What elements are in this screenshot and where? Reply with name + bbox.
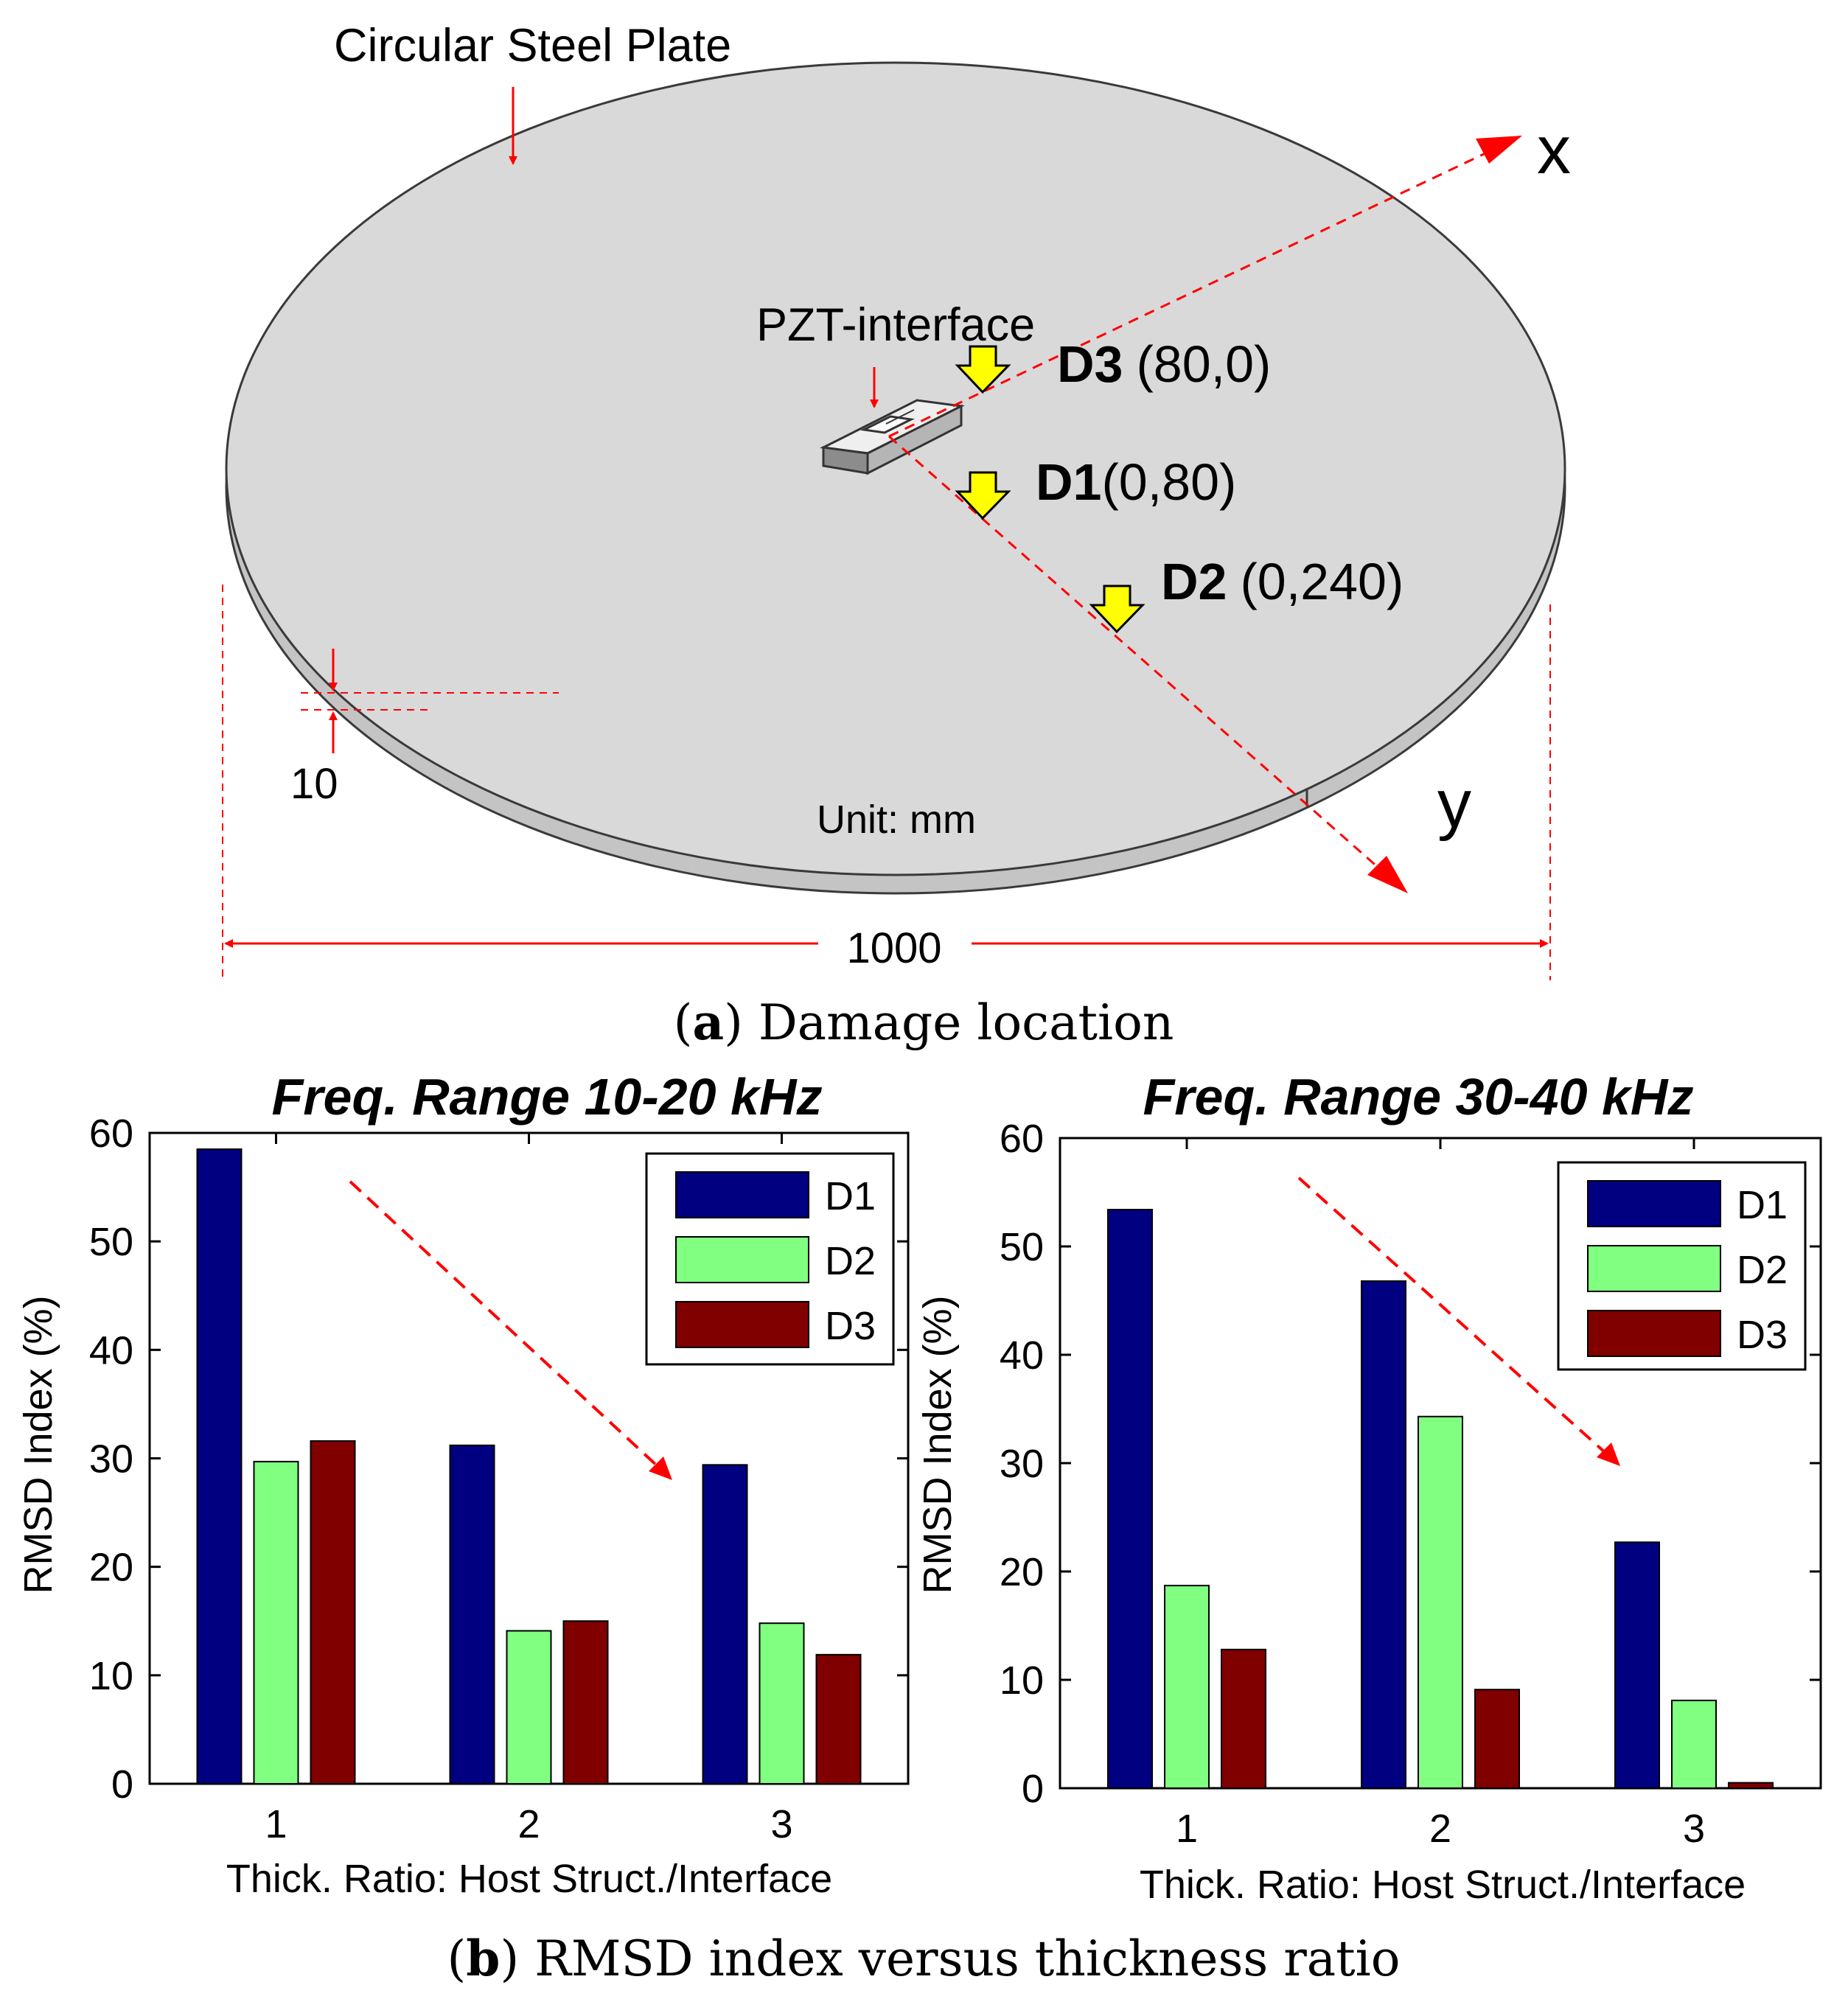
- diameter-label: 1000: [846, 924, 941, 972]
- legend: D1 D2 D3: [1557, 1161, 1807, 1371]
- bar-d2-3: [1671, 1699, 1717, 1789]
- y-axis-line: [888, 435, 1387, 876]
- x-tick-label: 3: [1683, 1807, 1705, 1851]
- bar-d2-1: [253, 1460, 299, 1785]
- d3-id: D3: [1057, 335, 1123, 393]
- x-axis-label: x: [1537, 113, 1571, 188]
- bar-d3-3: [1728, 1782, 1774, 1789]
- pzt-label: PZT-interface: [756, 299, 1035, 351]
- bar-d1-1: [1107, 1209, 1153, 1789]
- y-tick-label: 0: [1022, 1767, 1044, 1811]
- caption-a-letter: a: [692, 994, 724, 1051]
- trend-arrow-line: [349, 1180, 670, 1478]
- damage-location-diagram: Circular Steel Plate PZT-interface x y D…: [222, 20, 1571, 1051]
- bar-d2-2: [1418, 1415, 1463, 1790]
- d2-label: D2 (0,240): [1161, 553, 1404, 610]
- y-tick-label: 60: [1000, 1117, 1044, 1161]
- caption-a-text: ) Damage location: [724, 994, 1174, 1051]
- plate-label: Circular Steel Plate: [334, 20, 731, 71]
- x-axis-title: Thick. Ratio: Host Struct./Interface: [1140, 1863, 1746, 1907]
- bar-d2-1: [1164, 1585, 1210, 1790]
- y-axis-label: y: [1437, 767, 1471, 842]
- y-tick-label: 20: [1000, 1550, 1044, 1594]
- y-tick-label: 0: [111, 1762, 133, 1807]
- caption-b-text: ) RMSD index versus thickness ratio: [500, 1930, 1400, 1987]
- legend-swatch-d2: [675, 1236, 809, 1283]
- circular-steel-plate: [225, 61, 1566, 876]
- d1-id: D1: [1036, 453, 1101, 511]
- y-tick-label: 20: [89, 1546, 133, 1590]
- chart-right: Freq. Range 30-40 kHz RMSD Index (%) Thi…: [916, 1068, 1822, 1907]
- d1-coords: (0,80): [1101, 453, 1236, 511]
- bar-d1-2: [449, 1444, 495, 1785]
- x-axis-arrowhead: [1476, 136, 1522, 164]
- y-axis-arrowhead: [1367, 856, 1408, 893]
- bar-d3-1: [1221, 1648, 1266, 1790]
- y-tick-label: 30: [89, 1437, 133, 1482]
- legend-label-d1: D1: [825, 1174, 876, 1218]
- d1-label: D1(0,80): [1036, 453, 1236, 511]
- legend-label-d2: D2: [825, 1239, 876, 1283]
- plot-area-right: 0 10 20 30 40 50 60 1 2 3 D1 D2 D3: [1000, 1117, 1822, 1851]
- y-axis-title: RMSD Index (%): [16, 1295, 60, 1594]
- d3-arrow-icon: [955, 345, 1011, 394]
- chart-left: Freq. Range 10-20 kHz RMSD Index (%) Thi…: [16, 1068, 910, 1901]
- x-tick-label: 1: [1176, 1807, 1198, 1851]
- bar-d1-3: [702, 1464, 748, 1785]
- d3-label: D3 (80,0): [1057, 335, 1271, 393]
- legend-label-d3: D3: [1737, 1313, 1788, 1357]
- x-tick-label: 3: [770, 1802, 792, 1846]
- x-axis-title: Thick. Ratio: Host Struct./Interface: [226, 1857, 832, 1901]
- caption-a: (a) Damage location: [674, 994, 1174, 1051]
- legend-swatch-d3: [1587, 1310, 1721, 1357]
- x-axis-line: [888, 139, 1514, 438]
- bar-d3-1: [310, 1440, 356, 1785]
- x-tick-label: 2: [1429, 1807, 1451, 1851]
- legend-swatch-d2: [1587, 1245, 1721, 1292]
- y-tick-label: 50: [1000, 1225, 1044, 1269]
- bar-d1-1: [196, 1148, 243, 1785]
- bar-d3-2: [562, 1620, 609, 1785]
- legend-label-d2: D2: [1737, 1248, 1788, 1292]
- y-tick-label: 40: [89, 1328, 133, 1372]
- y-tick-label: 40: [1000, 1333, 1044, 1378]
- pzt-interface-block: [819, 399, 966, 475]
- y-tick-label: 10: [89, 1654, 133, 1698]
- d1-arrow-icon: [955, 471, 1011, 520]
- y-tick-label: 50: [89, 1220, 133, 1264]
- bar-d1-3: [1614, 1541, 1660, 1790]
- bar-d3-2: [1474, 1689, 1520, 1789]
- y-tick-label: 30: [1000, 1442, 1044, 1486]
- x-tick-label: 1: [265, 1802, 287, 1846]
- chart-title: Freq. Range 30-40 kHz: [1143, 1068, 1694, 1126]
- d2-arrow-icon: [1089, 585, 1146, 634]
- caption-b-letter: b: [466, 1930, 500, 1987]
- unit-label: Unit: mm: [817, 798, 976, 842]
- bar-d3-3: [815, 1653, 862, 1785]
- trend-arrow-head: [649, 1456, 672, 1480]
- legend-swatch-d3: [675, 1301, 809, 1348]
- legend-swatch-d1: [1587, 1180, 1721, 1227]
- chart-title: Freq. Range 10-20 kHz: [272, 1068, 823, 1126]
- d2-coords: (0,240): [1240, 553, 1404, 610]
- d2-id: D2: [1161, 553, 1227, 610]
- legend: D1 D2 D3: [645, 1152, 895, 1366]
- y-axis-title: RMSD Index (%): [916, 1295, 960, 1594]
- y-tick-label: 10: [1000, 1658, 1044, 1703]
- plot-area-left: 0 10 20 30 40 50 60 1 2 3 D1 D2 D3: [89, 1112, 910, 1846]
- d3-coords: (80,0): [1136, 335, 1271, 393]
- y-tick-label: 60: [89, 1112, 133, 1156]
- bar-d1-2: [1361, 1280, 1406, 1790]
- legend-label-d3: D3: [825, 1304, 876, 1348]
- bar-d2-3: [759, 1622, 805, 1785]
- legend-swatch-d1: [675, 1171, 809, 1218]
- thickness-label: 10: [290, 760, 338, 808]
- legend-label-d1: D1: [1737, 1183, 1788, 1227]
- trend-arrow-head: [1597, 1442, 1620, 1466]
- x-tick-label: 2: [517, 1802, 540, 1846]
- caption-b: (b) RMSD index versus thickness ratio: [447, 1930, 1401, 1987]
- bar-d2-2: [506, 1630, 552, 1785]
